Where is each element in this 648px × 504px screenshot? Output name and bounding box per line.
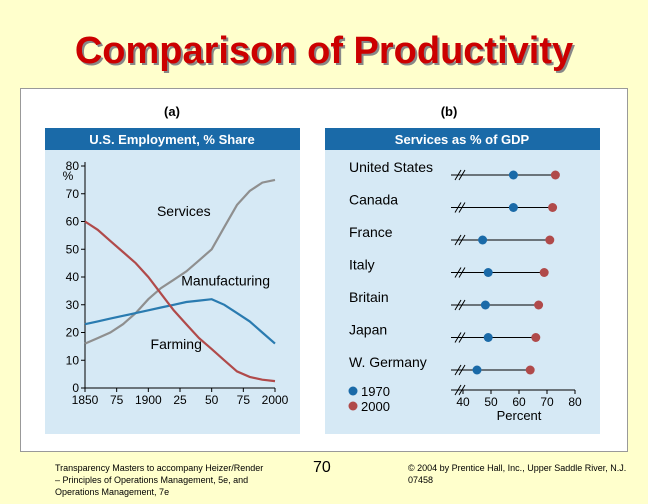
y-tick-label: 10 [66,353,80,367]
y-tick-label: 50 [66,242,80,256]
x-tick-label: 70 [540,395,554,409]
panel-b-label: (b) [441,104,458,119]
employment-chart-title: U.S. Employment, % Share [89,132,254,147]
dot-2000 [531,333,541,342]
employment-axes: 0 10 20 30 40 50 60 70 80% 1850 75 1900 25 50 75 2000 [63,159,289,407]
dot-1970 [508,170,518,180]
dot-2000 [548,203,558,212]
x-tick-label: 1850 [72,393,99,407]
country-label: United States [349,159,433,175]
y-tick-label: 70 [66,187,80,201]
axis-break-mark [454,267,466,278]
dot-1970 [472,365,482,375]
dot-2000 [550,170,560,180]
dot-2000 [534,300,544,310]
series-line-farming [84,220,276,383]
legend-label-1970: 1970 [361,384,390,399]
x-tick-label: 80 [568,395,582,409]
dot-1970 [508,203,518,212]
axis-break-mark [454,384,466,396]
y-tick-label: 30 [66,298,80,312]
y-tick-label: 60 [66,215,80,229]
dot-2000 [545,235,555,245]
country-label: Japan [349,322,387,338]
charts-svg: (a) U.S. Employment, % Share 0 10 20 30 40 50… [45,104,600,434]
axis-break-mark [454,332,466,343]
gdp-chart-title: Services as % of GDP [395,132,530,147]
x-tick-label: 50 [484,395,498,409]
series-label-services: Services [157,203,211,219]
series-label-farming: Farming [151,336,202,352]
country-label: France [349,224,393,240]
axis-break-mark [454,234,466,246]
gdp-rows: United States Canada France Italy Britain Jap… [349,159,560,376]
x-tick-label: 75 [237,393,251,407]
footer-copyright: © 2004 by Prentice Hall, Inc., Upper Sad… [408,463,627,485]
y-tick-label: 0 [72,381,79,395]
legend-label-2000: 2000 [361,399,390,414]
gdp-axis: 40 50 60 70 80 Percent [451,384,582,423]
country-label: W. Germany [349,354,427,370]
series-line-manufacturing [84,298,276,345]
panel-b-header [325,128,600,150]
dot-2000 [539,268,549,277]
employment-series-labels: Services Manufacturing Farming [151,203,270,352]
page-number: 70 [313,459,331,476]
slide-title: Comparison of Productivity [74,30,574,72]
dot-1970 [483,333,493,342]
y-tick-label: 40 [66,270,80,284]
country-label: Canada [349,192,398,208]
panel-employment: (a) U.S. Employment, % Share 0 10 20 30 40 50… [45,104,300,434]
dot-1970 [483,268,493,277]
series-line-services [84,178,276,345]
y-tick-label: 20 [66,326,80,340]
axis-break-mark [454,364,466,376]
legend-swatch-2000 [348,401,358,411]
country-label: Britain [349,289,389,305]
series-label-manufacturing: Manufacturing [181,272,270,288]
y-tick-label: 80 [66,159,80,173]
footer-credit: Transparency Masters to accompany Heizer… [55,463,264,497]
axis-break-mark [454,202,466,213]
gdp-x-axis-label: Percent [497,408,542,423]
dot-1970 [480,300,490,310]
x-tick-label: 2000 [262,393,289,407]
dot-2000 [525,365,535,375]
panel-b-body [325,150,600,434]
x-tick-label: 40 [456,395,470,409]
x-tick-label: 60 [512,395,526,409]
x-tick-label: 50 [205,393,219,407]
panel-a-header [45,128,300,150]
dot-1970 [478,235,488,245]
x-tick-label: 25 [173,393,187,407]
panel-a-label: (a) [164,104,180,119]
country-label: Italy [349,257,375,273]
figure: (a) U.S. Employment, % Share 0 10 20 30 40 50… [20,88,628,452]
legend-swatch-1970 [348,386,358,396]
panel-a-body [45,150,300,434]
employment-lines [84,178,276,383]
x-tick-label: 1900 [135,393,162,407]
panel-gdp: (b) Services as % of GDP United States Ca… [325,104,600,434]
axis-break-mark [454,299,466,311]
axis-break-mark [454,169,466,181]
x-tick-label: 75 [110,393,124,407]
y-axis-unit: % [63,169,74,183]
